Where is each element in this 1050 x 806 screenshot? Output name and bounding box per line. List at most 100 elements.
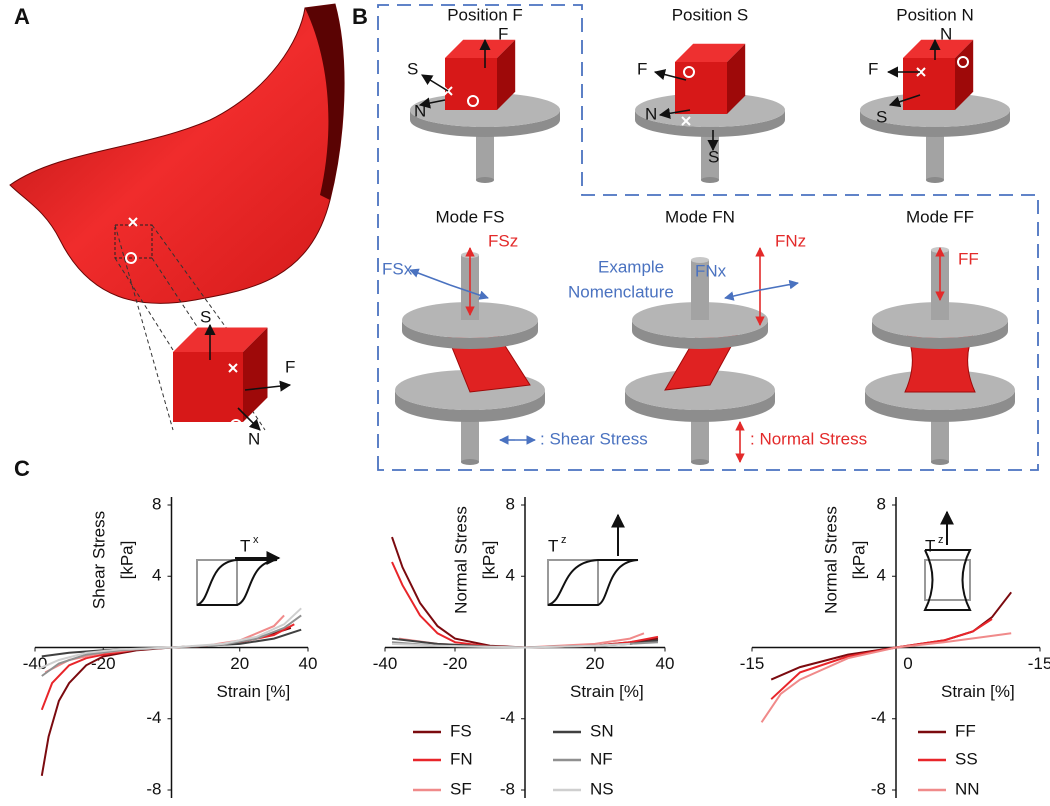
cube-front — [445, 58, 497, 110]
x-tick-label: 0 — [903, 654, 912, 673]
y-tick-label: 4 — [152, 566, 161, 585]
arrow — [759, 279, 799, 291]
cube-top — [173, 327, 268, 352]
arrow — [237, 407, 261, 431]
circle-mark — [125, 252, 137, 264]
series-line — [770, 591, 1012, 681]
diagram — [9, 3, 1039, 471]
x-tick-label: 40 — [299, 654, 318, 673]
disc-side — [860, 110, 1010, 137]
post-end — [691, 459, 709, 465]
inset-box — [196, 559, 238, 606]
key-label: : Normal Stress — [750, 429, 867, 448]
axis-label: F — [868, 59, 878, 78]
y-tick-label: -4 — [500, 708, 515, 727]
y-tick-label: -8 — [871, 779, 886, 798]
x-tick-label: 20 — [586, 654, 605, 673]
inset-shape — [547, 559, 639, 606]
post-end — [691, 257, 709, 263]
y-tick-label: 8 — [152, 494, 161, 513]
y-axis-label: [kPa] — [479, 541, 498, 580]
y-axis-label: [kPa] — [117, 541, 136, 580]
post-end — [461, 459, 479, 465]
axis-label: N — [940, 24, 952, 43]
disc-side — [625, 390, 775, 422]
axis-label: S — [876, 107, 887, 126]
mode-title: Mode FS — [436, 207, 505, 226]
axis-label: S — [407, 59, 418, 78]
axis-label: F — [498, 24, 508, 43]
legend-label: NS — [590, 779, 614, 798]
mode-title: Mode FF — [906, 207, 974, 226]
axis-label: S — [200, 307, 211, 326]
position-title: Position F — [447, 5, 523, 24]
legend-label: NN — [955, 779, 980, 798]
arrow — [658, 107, 691, 119]
inset-label: T — [925, 536, 935, 555]
post-end — [701, 177, 719, 183]
cross — [128, 217, 138, 227]
cross — [681, 116, 691, 126]
post-end — [476, 177, 494, 183]
disc-side — [395, 390, 545, 422]
x-tick-label: -40 — [373, 654, 398, 673]
legend-label: SN — [590, 721, 614, 740]
y-axis-label: Shear Stress — [89, 511, 108, 609]
y-tick-label: 8 — [877, 494, 886, 513]
y-tick-label: -4 — [871, 708, 886, 727]
cross — [916, 67, 926, 77]
disc-side — [410, 110, 560, 137]
legend-label: FS — [450, 721, 472, 740]
x-tick-label: 20 — [230, 654, 249, 673]
arrow — [653, 69, 687, 81]
legend-label: SF — [450, 779, 472, 798]
cube-side — [497, 39, 516, 110]
y-axis-label: Normal Stress — [821, 506, 840, 614]
x-tick-label: 40 — [656, 654, 675, 673]
mode-label: FSz — [488, 231, 518, 250]
series-line — [391, 642, 631, 649]
x-axis-label: Strain [%] — [217, 682, 291, 701]
arrow — [244, 380, 292, 392]
series-line — [40, 626, 292, 776]
guide — [151, 224, 236, 341]
disc-top — [625, 370, 775, 410]
inset-label: z — [561, 534, 567, 546]
x-axis-label: Strain [%] — [941, 682, 1015, 701]
mode-label: FF — [958, 249, 979, 268]
panel-label: A — [14, 4, 30, 29]
post-end — [926, 177, 944, 183]
tissue — [9, 3, 345, 304]
nomenclature: Nomenclature — [568, 282, 674, 301]
arrow — [888, 94, 921, 108]
legend-label: SS — [955, 749, 978, 768]
cube-front — [903, 58, 955, 110]
circle-mark — [467, 95, 479, 107]
inset-label: T — [240, 536, 250, 555]
disc-side — [635, 110, 785, 137]
axis-label: N — [248, 429, 260, 448]
post-end — [931, 459, 949, 465]
disc-side — [865, 390, 1015, 422]
guide — [114, 224, 174, 431]
disc-side — [632, 320, 768, 349]
circle-mark — [683, 66, 695, 78]
axis-label: F — [637, 59, 647, 78]
cube-front — [675, 62, 727, 114]
nomenclature: Example — [598, 257, 664, 276]
circle-mark — [230, 419, 242, 431]
arrow — [409, 268, 451, 286]
inset-shape — [923, 549, 972, 611]
axis-label: S — [708, 147, 719, 166]
series-line — [760, 632, 1012, 723]
cube-side — [727, 43, 746, 114]
position-title: Position S — [672, 5, 749, 24]
y-tick-label: -8 — [500, 779, 515, 798]
mode-title: Mode FN — [665, 207, 735, 226]
arrow — [724, 289, 761, 301]
axis-label: N — [645, 104, 657, 123]
position-title: Position N — [896, 5, 973, 24]
y-axis-label: [kPa] — [849, 541, 868, 580]
cube-top — [675, 43, 746, 62]
tissue-edge — [305, 4, 345, 200]
